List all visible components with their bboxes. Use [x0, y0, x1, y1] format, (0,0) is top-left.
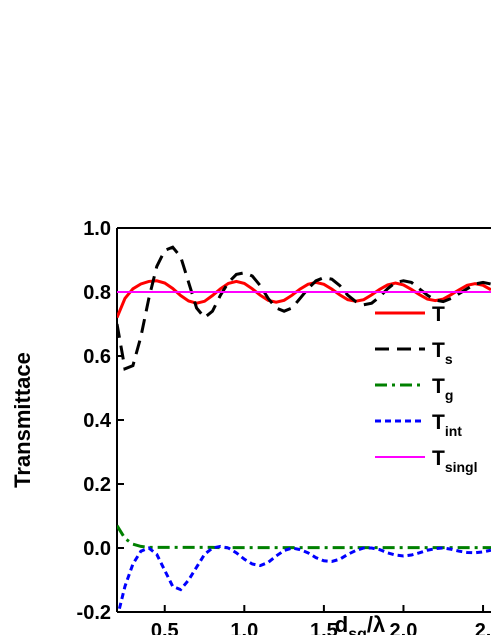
plot-area — [117, 245, 491, 612]
legend-sub: singl — [445, 459, 478, 475]
series-line — [117, 279, 491, 319]
legend-sub: g — [445, 387, 454, 403]
legend-sub: s — [445, 351, 453, 367]
x-title-main: d — [335, 612, 348, 635]
legend-label: Tg — [432, 375, 453, 403]
series-line — [117, 524, 491, 550]
legend-sub: int — [445, 423, 462, 439]
y-tick-label: 0.4 — [83, 410, 112, 432]
legend-name: T — [432, 339, 445, 362]
x-title-suffix: /λ — [367, 612, 385, 635]
legend-label: Tint — [432, 411, 462, 439]
y-tick-label: 0.8 — [83, 282, 111, 304]
x-tick-label: 0.5 — [151, 620, 179, 635]
x-tick-label: 1.5 — [310, 620, 338, 635]
x-axis-title: dsg/λ — [335, 612, 385, 635]
legend-label: T — [432, 303, 445, 326]
x-title-sub: sg — [348, 626, 367, 635]
x-tick-label: 2.0 — [390, 620, 418, 635]
series-line — [117, 245, 491, 371]
legend-label: Ts — [432, 339, 453, 367]
x-tick-label: 2. — [475, 620, 491, 635]
legend-name: T — [432, 447, 445, 470]
y-tick-label: 0.6 — [83, 346, 111, 368]
legend-name: T — [432, 303, 445, 326]
x-tick-label: 1.0 — [230, 620, 258, 635]
y-tick-label: 1.0 — [83, 218, 111, 240]
y-tick-label: 0.2 — [83, 474, 111, 496]
legend-name: T — [432, 411, 445, 434]
legend-name: T — [432, 375, 445, 398]
legend-label: Tsingl — [432, 447, 478, 475]
y-axis-title: Transmittace — [10, 352, 35, 488]
y-tick-label: -0.2 — [77, 602, 111, 624]
y-tick-label: 0.0 — [83, 538, 111, 560]
series-line — [117, 544, 491, 612]
